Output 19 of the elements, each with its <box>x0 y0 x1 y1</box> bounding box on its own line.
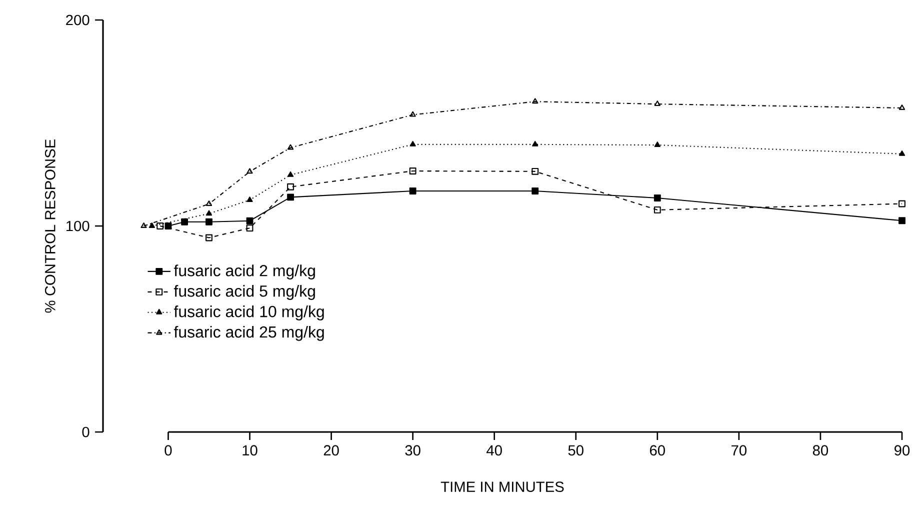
y-tick-label: 200 <box>66 14 90 26</box>
y-axis-title: % CONTROL RESPONSE <box>44 139 56 313</box>
x-tick-label: 70 <box>732 445 746 456</box>
x-tick-label: 50 <box>568 445 584 456</box>
legend-label: fusaric acid 10 mg/kg <box>174 305 324 320</box>
x-tick-label: 60 <box>650 445 665 456</box>
legend-label: fusaric acid 25 mg/kg <box>174 326 324 341</box>
x-tick-label: 0 <box>164 445 172 456</box>
x-axis-title: TIME IN MINUTES <box>440 482 564 492</box>
y-tick-label: 100 <box>66 220 90 232</box>
legend-label: fusaric acid 5 mg/kg <box>174 285 315 300</box>
x-tick-label: 90 <box>894 445 910 456</box>
x-tick-label: 30 <box>405 445 420 456</box>
y-tick-label: 0 <box>82 426 90 438</box>
x-tick-label: 10 <box>242 445 258 456</box>
x-tick-label: 80 <box>812 445 828 456</box>
x-tick-label: 20 <box>324 445 339 456</box>
x-tick-label: 40 <box>486 445 502 456</box>
legend-label: fusaric acid 2 mg/kg <box>174 264 315 280</box>
